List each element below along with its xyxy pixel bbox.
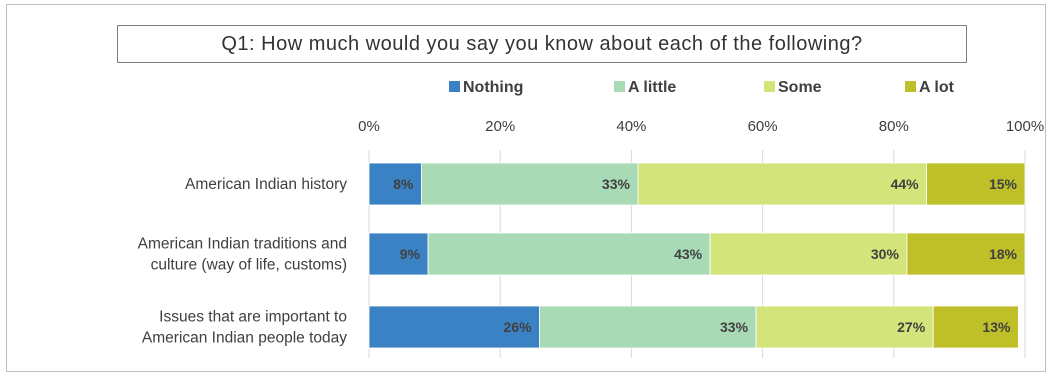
x-tick-label: 20% — [485, 118, 515, 135]
x-tick-labels: 0% 20% 40% 60% 80% 100% — [358, 118, 1044, 135]
legend-swatch — [764, 81, 775, 92]
data-label: 27% — [897, 319, 926, 335]
legend-swatch — [614, 81, 625, 92]
legend-item: Some — [764, 79, 822, 96]
bar-segment — [421, 162, 639, 206]
legend-swatch — [449, 81, 460, 92]
x-tick-label: 0% — [358, 118, 380, 135]
x-tick-label: 60% — [748, 118, 778, 135]
legend-label: Nothing — [463, 79, 523, 96]
chart-title: Q1: How much would you say you know abou… — [221, 32, 863, 55]
category-labels: American Indian history American Indian t… — [138, 176, 348, 347]
legend-item: Nothing — [449, 79, 523, 96]
x-tick-label: 80% — [879, 118, 909, 135]
chart-title-box: Q1: How much would you say you know abou… — [117, 25, 967, 63]
category-label: Issues that are important to — [159, 309, 347, 326]
data-label: 9% — [400, 246, 421, 262]
bar-segment — [539, 305, 757, 349]
bar-segment — [926, 162, 1026, 206]
legend-swatch — [905, 81, 916, 92]
legend-label: Some — [778, 79, 822, 96]
bar-segment — [368, 305, 540, 349]
category-label: culture (way of life, customs) — [151, 257, 347, 274]
category-label: American Indian history — [185, 176, 347, 193]
bars: 8% 33% 44% 15% 9% 43% 30% 18% 26% 33% 27% 13% — [368, 162, 1026, 349]
data-label: 13% — [982, 319, 1011, 335]
legend-item: A little — [614, 79, 676, 96]
data-label: 44% — [891, 176, 920, 192]
legend-item: A lot — [905, 79, 955, 96]
bar-segment — [368, 232, 429, 276]
data-label: 33% — [602, 176, 631, 192]
data-label: 18% — [989, 246, 1018, 262]
bar-segment — [709, 232, 908, 276]
category-label: American Indian traditions and — [138, 236, 347, 253]
data-label: 33% — [720, 319, 749, 335]
bar-segment — [906, 232, 1026, 276]
bar-segment — [427, 232, 711, 276]
bar-segment — [368, 162, 422, 206]
data-label: 26% — [504, 319, 533, 335]
x-tick-label: 100% — [1006, 118, 1044, 135]
bar-segment — [755, 305, 934, 349]
legend-label: A lot — [919, 79, 955, 96]
data-label: 43% — [674, 246, 703, 262]
legend: Nothing A little Some A lot — [449, 79, 955, 96]
data-label: 15% — [989, 176, 1018, 192]
bar-segment — [637, 162, 928, 206]
x-tick-label: 40% — [616, 118, 646, 135]
data-label: 8% — [393, 176, 414, 192]
data-label: 30% — [871, 246, 900, 262]
category-label: American Indian people today — [142, 330, 347, 347]
bar-segment — [932, 305, 1019, 349]
legend-label: A little — [628, 79, 676, 96]
